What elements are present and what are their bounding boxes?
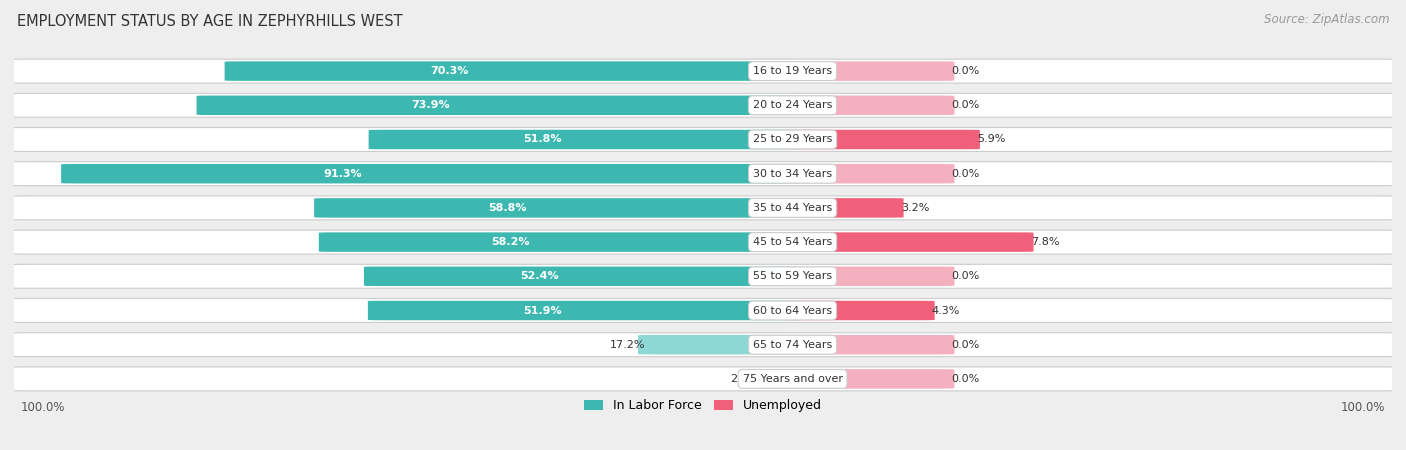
Text: 3.2%: 3.2% <box>901 203 929 213</box>
FancyBboxPatch shape <box>786 95 955 115</box>
FancyBboxPatch shape <box>786 301 935 320</box>
Text: 55 to 59 Years: 55 to 59 Years <box>754 271 832 281</box>
FancyBboxPatch shape <box>225 61 800 81</box>
Text: 2.6%: 2.6% <box>730 374 759 384</box>
FancyBboxPatch shape <box>786 164 955 184</box>
FancyBboxPatch shape <box>638 335 800 355</box>
Text: 52.4%: 52.4% <box>520 271 560 281</box>
FancyBboxPatch shape <box>7 59 1399 83</box>
FancyBboxPatch shape <box>786 130 980 149</box>
FancyBboxPatch shape <box>786 198 904 218</box>
Text: 0.0%: 0.0% <box>952 271 980 281</box>
Text: 0.0%: 0.0% <box>952 169 980 179</box>
Text: Source: ZipAtlas.com: Source: ZipAtlas.com <box>1264 14 1389 27</box>
Text: 73.9%: 73.9% <box>412 100 450 110</box>
Text: 35 to 44 Years: 35 to 44 Years <box>754 203 832 213</box>
Text: 7.8%: 7.8% <box>1031 237 1059 247</box>
FancyBboxPatch shape <box>786 61 955 81</box>
FancyBboxPatch shape <box>364 266 800 286</box>
Text: EMPLOYMENT STATUS BY AGE IN ZEPHYRHILLS WEST: EMPLOYMENT STATUS BY AGE IN ZEPHYRHILLS … <box>17 14 402 28</box>
FancyBboxPatch shape <box>7 264 1399 288</box>
FancyBboxPatch shape <box>368 130 800 149</box>
Text: 58.2%: 58.2% <box>491 237 530 247</box>
Text: 0.0%: 0.0% <box>952 100 980 110</box>
FancyBboxPatch shape <box>7 93 1399 117</box>
Text: 100.0%: 100.0% <box>1340 401 1385 414</box>
FancyBboxPatch shape <box>197 95 800 115</box>
Text: 5.9%: 5.9% <box>977 135 1005 144</box>
FancyBboxPatch shape <box>7 367 1399 391</box>
Text: 70.3%: 70.3% <box>430 66 468 76</box>
Text: 20 to 24 Years: 20 to 24 Years <box>752 100 832 110</box>
Text: 45 to 54 Years: 45 to 54 Years <box>754 237 832 247</box>
Text: 58.8%: 58.8% <box>488 203 527 213</box>
FancyBboxPatch shape <box>7 333 1399 357</box>
Text: 65 to 74 Years: 65 to 74 Years <box>754 340 832 350</box>
FancyBboxPatch shape <box>786 335 955 355</box>
Text: 0.0%: 0.0% <box>952 66 980 76</box>
FancyBboxPatch shape <box>7 230 1399 254</box>
Text: 75 Years and over: 75 Years and over <box>742 374 842 384</box>
FancyBboxPatch shape <box>786 369 955 389</box>
FancyBboxPatch shape <box>7 127 1399 152</box>
Text: 16 to 19 Years: 16 to 19 Years <box>754 66 832 76</box>
Text: 0.0%: 0.0% <box>952 374 980 384</box>
FancyBboxPatch shape <box>752 369 800 389</box>
Legend: In Labor Force, Unemployed: In Labor Force, Unemployed <box>579 394 827 417</box>
FancyBboxPatch shape <box>786 232 1033 252</box>
Text: 60 to 64 Years: 60 to 64 Years <box>754 306 832 315</box>
Text: 25 to 29 Years: 25 to 29 Years <box>752 135 832 144</box>
Text: 51.8%: 51.8% <box>523 135 562 144</box>
FancyBboxPatch shape <box>7 196 1399 220</box>
Text: 91.3%: 91.3% <box>323 169 363 179</box>
FancyBboxPatch shape <box>319 232 800 252</box>
Text: 100.0%: 100.0% <box>21 401 66 414</box>
FancyBboxPatch shape <box>368 301 800 320</box>
FancyBboxPatch shape <box>314 198 800 218</box>
Text: 51.9%: 51.9% <box>523 306 561 315</box>
FancyBboxPatch shape <box>7 162 1399 186</box>
FancyBboxPatch shape <box>7 298 1399 323</box>
Text: 17.2%: 17.2% <box>609 340 645 350</box>
FancyBboxPatch shape <box>60 164 800 184</box>
FancyBboxPatch shape <box>786 266 955 286</box>
Text: 0.0%: 0.0% <box>952 340 980 350</box>
Text: 30 to 34 Years: 30 to 34 Years <box>754 169 832 179</box>
Text: 4.3%: 4.3% <box>932 306 960 315</box>
